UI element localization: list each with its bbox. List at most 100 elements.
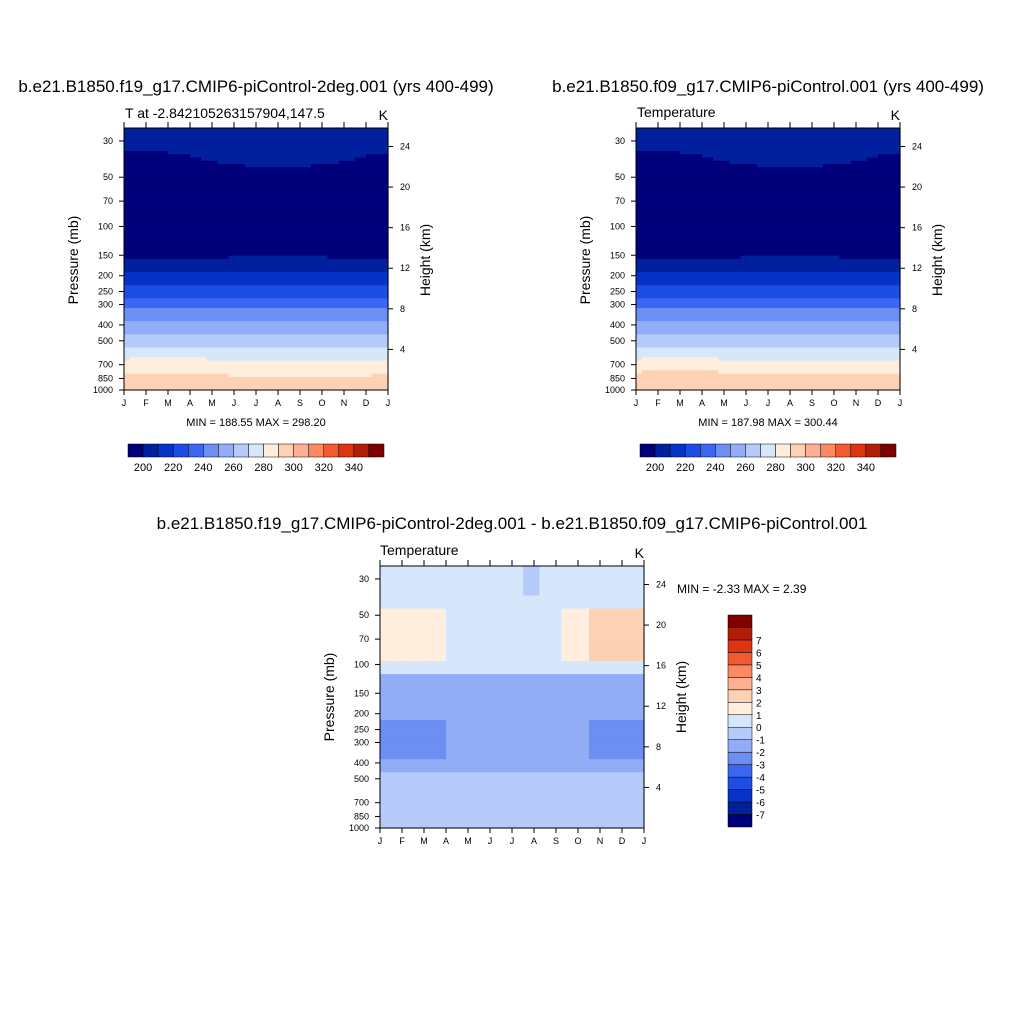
contour-cell	[162, 301, 169, 306]
contour-cell	[140, 259, 147, 263]
contour-cell	[344, 252, 351, 257]
contour-cell	[140, 373, 147, 378]
contour-cell	[300, 363, 307, 368]
contour-cell	[289, 321, 296, 326]
contour-cell	[239, 275, 246, 280]
contour-cell	[311, 367, 318, 371]
contour-cell	[360, 154, 367, 159]
contour-cell	[162, 242, 169, 247]
contour-cell	[261, 236, 268, 240]
contour-cell	[129, 157, 136, 162]
contour-cell	[333, 216, 340, 221]
contour-cell	[146, 265, 153, 270]
contour-cell	[190, 373, 197, 378]
contour-cell	[228, 150, 235, 155]
contour-cell	[322, 331, 329, 335]
contour-cell	[283, 164, 290, 168]
contour-cell	[157, 295, 164, 299]
contour-cell	[212, 259, 219, 263]
contour-cell	[195, 222, 202, 227]
contour-cell	[272, 249, 279, 254]
y-tick-label: 250	[98, 287, 113, 297]
contour-cell	[140, 344, 147, 349]
contour-cell	[283, 196, 290, 201]
contour-cell	[190, 150, 197, 155]
contour-cell	[349, 281, 356, 286]
contour-cell	[349, 160, 356, 165]
contour-cell	[206, 252, 213, 257]
contour-cell	[344, 281, 351, 286]
contour-cell	[289, 232, 296, 237]
contour-cell	[360, 167, 367, 172]
contour-cell	[124, 298, 131, 303]
contour-cell	[256, 196, 263, 201]
contour-cell	[201, 239, 208, 244]
contour-cell	[355, 196, 362, 201]
contour-cell	[212, 367, 219, 371]
contour-cell	[223, 249, 230, 254]
contour-cell	[272, 141, 279, 145]
contour-cell	[179, 160, 186, 165]
contour-cell	[184, 242, 191, 247]
y-tick-label: 150	[98, 250, 113, 260]
contour-cell	[179, 157, 186, 162]
contour-cell	[278, 281, 285, 286]
contour-cell	[294, 141, 301, 145]
contour-cell	[228, 249, 235, 254]
contour-cell	[135, 128, 142, 132]
contour-cell	[179, 190, 186, 195]
contour-cell	[311, 200, 318, 204]
contour-cell	[300, 239, 307, 244]
contour-cell	[338, 344, 345, 349]
contour-cell	[355, 183, 362, 188]
contour-cell	[245, 272, 252, 276]
contour-cell	[190, 308, 197, 313]
contour-cell	[289, 268, 296, 273]
contour-cell	[239, 314, 246, 319]
contour-cell	[344, 193, 351, 198]
contour-cell	[305, 157, 312, 162]
contour-cell	[261, 265, 268, 270]
contour-cell	[195, 177, 202, 182]
contour-cell	[151, 216, 158, 221]
contour-cell	[157, 278, 164, 283]
contour-cell	[184, 206, 191, 211]
contour-cell	[135, 367, 142, 371]
contour-cell	[300, 164, 307, 168]
contour-cell	[217, 239, 224, 244]
contour-cell	[157, 373, 164, 378]
contour-cell	[151, 209, 158, 214]
contour-cell	[322, 128, 329, 132]
contour-cell	[223, 334, 230, 339]
contour-cell	[223, 131, 230, 136]
contour-cell	[129, 128, 136, 132]
contour-cell	[140, 236, 147, 240]
contour-cell	[217, 183, 224, 188]
contour-cell	[316, 265, 323, 270]
contour-cell	[228, 340, 235, 345]
contour-cell	[212, 239, 219, 244]
contour-cell	[349, 344, 356, 349]
contour-cell	[223, 255, 230, 260]
contour-cell	[173, 203, 180, 208]
contour-cell	[256, 350, 263, 355]
contour-cell	[294, 272, 301, 276]
contour-cell	[344, 324, 351, 329]
contour-cell	[355, 128, 362, 132]
contour-cell	[349, 141, 356, 145]
contour-cell	[245, 295, 252, 299]
contour-cell	[311, 164, 318, 168]
contour-cell	[338, 340, 345, 345]
contour-cell	[377, 291, 384, 296]
contour-cell	[316, 334, 323, 339]
contour-cell	[179, 301, 186, 306]
colorbar-label: 200	[134, 462, 152, 474]
contour-cell	[311, 157, 318, 162]
contour-cell	[157, 216, 164, 221]
contour-cell	[283, 229, 290, 234]
contour-cell	[267, 363, 274, 368]
contour-cell	[300, 203, 307, 208]
contour-cell	[245, 291, 252, 296]
contour-cell	[234, 350, 241, 355]
contour-cell	[289, 226, 296, 231]
